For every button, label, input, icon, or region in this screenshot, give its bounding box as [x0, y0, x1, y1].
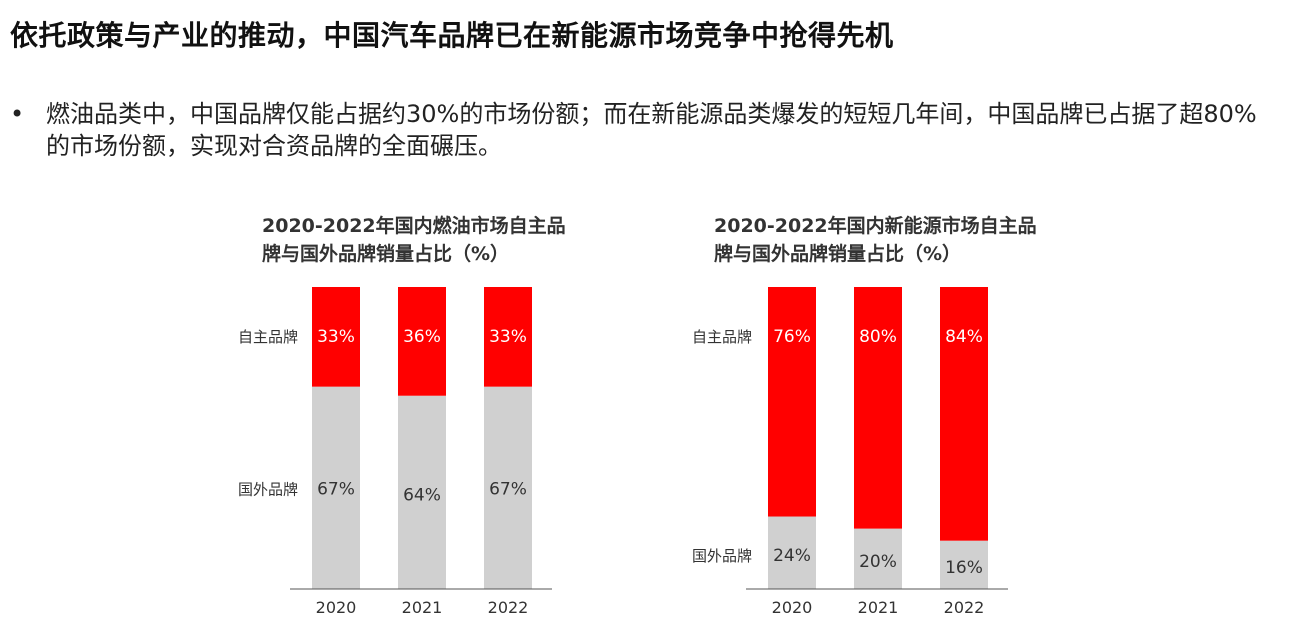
data-label: 33% — [317, 327, 355, 347]
bar-segment — [398, 287, 446, 396]
bar-segment — [768, 516, 816, 589]
bar-segment — [768, 287, 816, 517]
x-tick-label: 2022 — [488, 598, 529, 617]
bar-segment — [398, 395, 446, 589]
x-tick-label: 2021 — [858, 598, 899, 617]
data-label: 36% — [403, 327, 441, 347]
data-label: 84% — [945, 327, 983, 347]
bar-segment — [312, 386, 360, 589]
data-label: 24% — [773, 546, 811, 566]
data-label: 67% — [489, 480, 527, 500]
bullet-point: • 燃油品类中，中国品牌仅能占据约30%的市场份额；而在新能源品类爆发的短短几年… — [10, 98, 1280, 162]
x-tick-label: 2021 — [402, 598, 443, 617]
x-tick-label: 2020 — [772, 598, 813, 617]
bullet-marker: • — [10, 100, 25, 128]
series-legend-label: 国外品牌 — [692, 547, 752, 565]
bullet-text: 燃油品类中，中国品牌仅能占据约30%的市场份额；而在新能源品类爆发的短短几年间，… — [46, 100, 1257, 160]
bar-segment — [854, 287, 902, 529]
x-tick-label: 2022 — [944, 598, 985, 617]
data-label: 20% — [859, 552, 897, 572]
data-label: 64% — [403, 485, 441, 505]
x-tick-label: 2020 — [316, 598, 357, 617]
bar-segment — [940, 540, 988, 589]
bar-segment — [484, 386, 532, 589]
bar-segment — [854, 528, 902, 589]
data-label: 76% — [773, 327, 811, 347]
bar-segment — [940, 287, 988, 541]
data-label: 80% — [859, 327, 897, 347]
series-legend-label: 国外品牌 — [238, 481, 298, 499]
data-label: 33% — [489, 327, 527, 347]
series-legend-label: 自主品牌 — [238, 328, 298, 346]
chart-title-fuel: 2020-2022年国内燃油市场自主品 牌与国外品牌销量占比（%） — [262, 215, 566, 265]
data-label: 16% — [945, 558, 983, 578]
chart-title-nev: 2020-2022年国内新能源市场自主品 牌与国外品牌销量占比（%） — [714, 215, 1037, 265]
bar-segment — [312, 287, 360, 387]
series-legend-label: 自主品牌 — [692, 328, 752, 346]
data-label: 67% — [317, 480, 355, 500]
bar-segment — [484, 287, 532, 387]
page-headline: 依托政策与产业的推动，中国汽车品牌已在新能源市场竞争中抢得先机 — [10, 19, 894, 52]
